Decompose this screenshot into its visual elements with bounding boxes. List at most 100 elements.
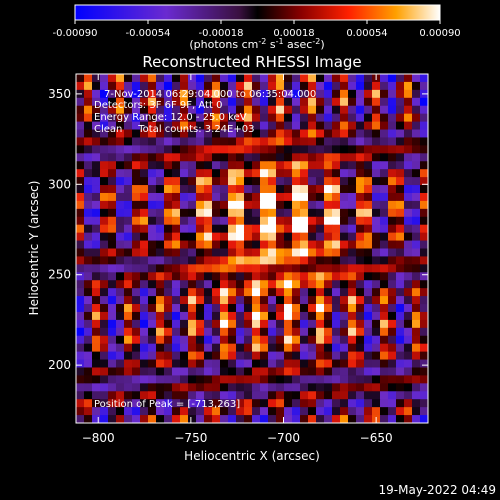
heatmap-cell [164, 359, 173, 368]
heatmap-cell [172, 129, 181, 138]
heatmap-cell [356, 343, 365, 353]
heatmap-cell [308, 121, 317, 130]
heatmap-cell [108, 240, 117, 249]
heatmap-cell [300, 169, 309, 178]
heatmap-cell [396, 169, 405, 178]
heatmap-cell [404, 185, 413, 194]
heatmap-cell [300, 105, 309, 115]
heatmap-cell [196, 137, 205, 146]
heatmap-cell [204, 359, 213, 368]
heatmap-cell [140, 177, 149, 186]
heatmap-cell [300, 383, 309, 392]
heatmap-cell [324, 343, 333, 353]
heatmap-cell [348, 137, 357, 146]
heatmap-cell [132, 407, 141, 416]
heatmap-cell [204, 327, 213, 337]
heatmap-cell [292, 272, 301, 281]
heatmap-cell [180, 343, 189, 353]
heatmap-cell [252, 74, 261, 83]
heatmap-cell [388, 264, 397, 273]
heatmap-cell [196, 200, 205, 210]
heatmap-cell [308, 391, 317, 400]
heatmap-cell [156, 208, 165, 218]
heatmap-cell [396, 97, 405, 107]
heatmap-cell [300, 343, 309, 353]
heatmap-cell [268, 153, 277, 162]
heatmap-cell [292, 351, 301, 360]
heatmap-cell [348, 359, 357, 368]
heatmap-cell [180, 177, 189, 186]
heatmap-cell [276, 375, 285, 384]
heatmap-cell [172, 153, 181, 162]
heatmap-cell [364, 391, 373, 400]
heatmap-cell [228, 375, 237, 384]
heatmap-cell [252, 296, 261, 305]
heatmap-cell [132, 97, 141, 107]
heatmap-cell [412, 351, 421, 360]
heatmap-cell [284, 145, 293, 154]
heatmap-cell [164, 161, 173, 170]
heatmap-cell [420, 97, 428, 107]
heatmap-cell [348, 200, 357, 210]
heatmap-cell [132, 81, 141, 91]
heatmap-cell [228, 153, 237, 162]
heatmap-cell [396, 407, 405, 416]
heatmap-cell [348, 383, 357, 392]
heatmap-cell [92, 105, 101, 115]
heatmap-cell [276, 280, 285, 289]
heatmap-cell [412, 105, 421, 115]
heatmap-cell [268, 264, 277, 273]
heatmap-cell [92, 319, 101, 329]
heatmap-cell [316, 89, 325, 99]
heatmap-cell [308, 415, 317, 423]
heatmap-cell [372, 248, 381, 257]
heatmap-cell [188, 81, 197, 91]
heatmap-cell [228, 319, 237, 329]
heatmap-cell [372, 327, 381, 337]
heatmap-cell [108, 81, 117, 91]
plot-frame [75, 73, 429, 424]
heatmap-cell [76, 74, 85, 83]
heatmap-cell [156, 74, 165, 83]
heatmap-cell [100, 391, 109, 400]
x-tick-label: −700 [267, 431, 300, 445]
heatmap-cell [236, 256, 245, 265]
heatmap-cell [212, 121, 221, 130]
heatmap-cell [324, 311, 333, 321]
heatmap-cell [308, 192, 317, 202]
heatmap-cell [252, 129, 261, 138]
heatmap-cell [156, 415, 165, 423]
heatmap-cell [228, 216, 237, 226]
heatmap-cell [180, 288, 189, 297]
heatmap-cell [172, 161, 181, 170]
heatmap-cell [300, 208, 309, 218]
heatmap-cell [92, 97, 101, 107]
heatmap-cell [388, 288, 397, 297]
heatmap-cell [268, 256, 277, 265]
heatmap-cell [204, 89, 213, 99]
heatmap-cell [380, 256, 389, 265]
heatmap-cell [204, 192, 213, 202]
heatmap-cell [228, 335, 237, 345]
heatmap-cell [396, 208, 405, 218]
heatmap-cell [84, 343, 93, 353]
heatmap-cell [300, 153, 309, 162]
heatmap-cell [212, 407, 221, 416]
heatmap-cell [420, 375, 428, 384]
heatmap-cell [180, 280, 189, 289]
heatmap-cell [228, 208, 237, 218]
heatmap-cell [92, 367, 101, 376]
heatmap-cell [388, 161, 397, 170]
heatmap-cell [188, 335, 197, 345]
heatmap-cell [252, 208, 261, 218]
heatmap-cell [348, 105, 357, 115]
heatmap-cell [188, 272, 197, 281]
heatmap-cell [340, 272, 349, 281]
heatmap-cell [196, 74, 205, 83]
heatmap-cell [404, 232, 413, 241]
heatmap-cell [124, 177, 133, 186]
heatmap-cell [380, 105, 389, 115]
heatmap-cell [236, 105, 245, 115]
heatmap-cell [84, 177, 93, 186]
heatmap-cell [116, 248, 125, 257]
